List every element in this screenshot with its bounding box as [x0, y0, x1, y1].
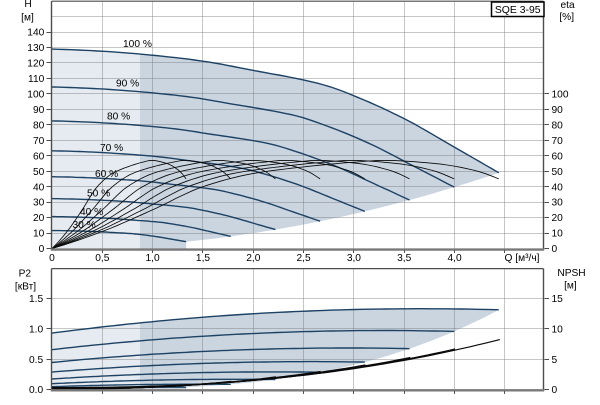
- svg-text:4,0: 4,0: [448, 253, 462, 264]
- svg-text:0: 0: [552, 244, 558, 255]
- svg-text:20: 20: [33, 213, 45, 224]
- svg-text:70: 70: [33, 136, 45, 147]
- svg-text:P2: P2: [19, 268, 32, 279]
- svg-text:2,5: 2,5: [297, 253, 311, 264]
- svg-text:100 %: 100 %: [123, 39, 152, 50]
- svg-text:H: H: [24, 0, 31, 10]
- svg-text:0: 0: [49, 253, 55, 264]
- svg-text:50: 50: [33, 167, 45, 178]
- svg-text:1,5: 1,5: [196, 253, 210, 264]
- svg-text:50: 50: [552, 167, 564, 178]
- svg-text:30 %: 30 %: [73, 220, 96, 231]
- svg-text:0,5: 0,5: [95, 253, 109, 264]
- svg-text:90 %: 90 %: [116, 78, 139, 89]
- svg-text:[м]: [м]: [564, 281, 577, 292]
- svg-text:eta: eta: [561, 0, 575, 11]
- svg-text:0.0: 0.0: [29, 385, 43, 396]
- svg-text:15: 15: [552, 294, 564, 305]
- svg-text:90: 90: [33, 105, 45, 116]
- svg-text:140: 140: [27, 28, 44, 39]
- svg-text:60: 60: [552, 151, 564, 162]
- svg-text:[кВт]: [кВт]: [15, 281, 36, 292]
- svg-text:70 %: 70 %: [100, 143, 123, 154]
- svg-text:100: 100: [27, 90, 44, 101]
- svg-text:1.0: 1.0: [29, 325, 43, 336]
- svg-text:Q [м³/ч]: Q [м³/ч]: [505, 253, 540, 264]
- svg-text:5: 5: [552, 355, 558, 366]
- svg-text:60: 60: [33, 151, 45, 162]
- svg-text:120: 120: [27, 59, 44, 70]
- svg-text:130: 130: [27, 43, 44, 54]
- svg-text:40 %: 40 %: [80, 207, 103, 218]
- svg-text:3,5: 3,5: [397, 253, 411, 264]
- svg-text:30: 30: [33, 198, 45, 209]
- svg-text:NPSH: NPSH: [557, 268, 585, 279]
- svg-text:10: 10: [33, 229, 45, 240]
- svg-text:50 %: 50 %: [87, 189, 110, 200]
- svg-text:80 %: 80 %: [107, 112, 130, 123]
- svg-text:70: 70: [552, 136, 564, 147]
- svg-text:110: 110: [28, 74, 45, 85]
- svg-text:10: 10: [552, 229, 564, 240]
- svg-text:40: 40: [33, 182, 45, 193]
- svg-text:2,0: 2,0: [246, 253, 260, 264]
- svg-text:0.5: 0.5: [29, 355, 43, 366]
- svg-text:20: 20: [552, 213, 564, 224]
- svg-text:0: 0: [39, 244, 45, 255]
- svg-text:100: 100: [552, 90, 569, 101]
- svg-text:1.5: 1.5: [29, 294, 43, 305]
- svg-text:[%]: [%]: [559, 12, 574, 23]
- svg-text:1,0: 1,0: [146, 253, 160, 264]
- svg-text:90: 90: [552, 105, 564, 116]
- svg-text:0: 0: [552, 385, 558, 396]
- svg-text:[м]: [м]: [21, 12, 34, 23]
- svg-text:60 %: 60 %: [95, 169, 118, 180]
- svg-text:40: 40: [552, 182, 564, 193]
- svg-text:80: 80: [552, 120, 564, 131]
- svg-text:3,0: 3,0: [347, 253, 361, 264]
- svg-text:10: 10: [552, 325, 564, 336]
- svg-text:80: 80: [33, 120, 45, 131]
- svg-text:30: 30: [552, 198, 564, 209]
- svg-text:SQE 3-95: SQE 3-95: [495, 5, 541, 16]
